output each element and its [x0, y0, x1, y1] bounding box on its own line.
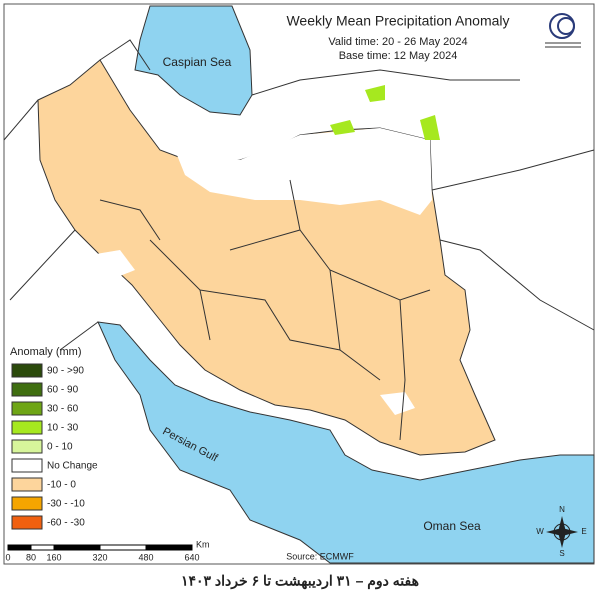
legend-swatch	[11, 458, 43, 473]
logo	[545, 13, 581, 48]
country-borders	[3, 39, 595, 351]
legend-label: 30 - 60	[47, 404, 79, 415]
legend-swatch	[11, 401, 43, 416]
scale-label: 480	[138, 552, 153, 562]
source: Source: ECMWF	[286, 551, 354, 561]
scale-segment	[99, 544, 147, 551]
caspian-sea	[134, 5, 253, 116]
scale-segment	[30, 544, 55, 551]
scale-label: 160	[46, 552, 61, 562]
legend-swatch	[11, 439, 43, 454]
scale-segment	[7, 544, 32, 551]
scale-label: 0	[5, 552, 10, 562]
province-borders	[99, 179, 431, 441]
scale-segment	[145, 544, 193, 551]
scale-label: 80	[26, 552, 36, 562]
no-change-south	[380, 392, 415, 415]
scale-unit: Km	[196, 539, 210, 549]
wet-patch	[330, 120, 355, 135]
compass-w: W	[536, 527, 544, 536]
compass-e: E	[581, 527, 586, 536]
legend-label: -30 - -10	[47, 499, 85, 510]
compass-s: S	[559, 549, 564, 558]
scale-label: 320	[92, 552, 107, 562]
legend-title: Anomaly (mm)	[10, 346, 82, 358]
valid-time: Valid time: 20 - 26 May 2024	[328, 36, 467, 48]
legend-swatch	[11, 496, 43, 511]
legend-label: 0 - 10	[47, 442, 73, 453]
base-time: Base time: 12 May 2024	[339, 50, 458, 62]
legend-label: 60 - 90	[47, 385, 79, 396]
legend-label: -10 - 0	[47, 480, 76, 491]
compass-n: N	[559, 505, 565, 514]
legend-label: 10 - 30	[47, 423, 79, 434]
oman-label: Oman Sea	[423, 519, 481, 533]
caption: هفته دوم – ۳۱ اردیبهشت تا ۶ خرداد ۱۴۰۳	[181, 573, 419, 590]
legend-swatch	[11, 382, 43, 397]
scale-segment	[53, 544, 101, 551]
legend: 90 - >90 60 - 90 30 - 60 10 - 30 0 - 10 No Ch…	[11, 363, 98, 530]
no-change-north	[175, 128, 432, 215]
no-change-west	[90, 250, 135, 280]
gulf-and-oman-sea	[97, 321, 595, 564]
legend-label: -60 - -30	[47, 518, 85, 529]
legend-swatch	[11, 420, 43, 435]
legend-swatch	[11, 477, 43, 492]
legend-swatch	[11, 515, 43, 530]
wet-patch	[365, 85, 385, 102]
legend-label: No Change	[47, 461, 98, 472]
compass: N S E W	[536, 505, 586, 558]
wet-patch	[420, 115, 440, 140]
scale-bar: 0 80 160 320 480 640 Km	[5, 539, 209, 562]
legend-swatch	[11, 363, 43, 378]
caspian-label: Caspian Sea	[163, 55, 232, 69]
scale-label: 640	[184, 552, 199, 562]
legend-label: 90 - >90	[47, 366, 84, 377]
title: Weekly Mean Precipitation Anomaly	[286, 13, 509, 29]
